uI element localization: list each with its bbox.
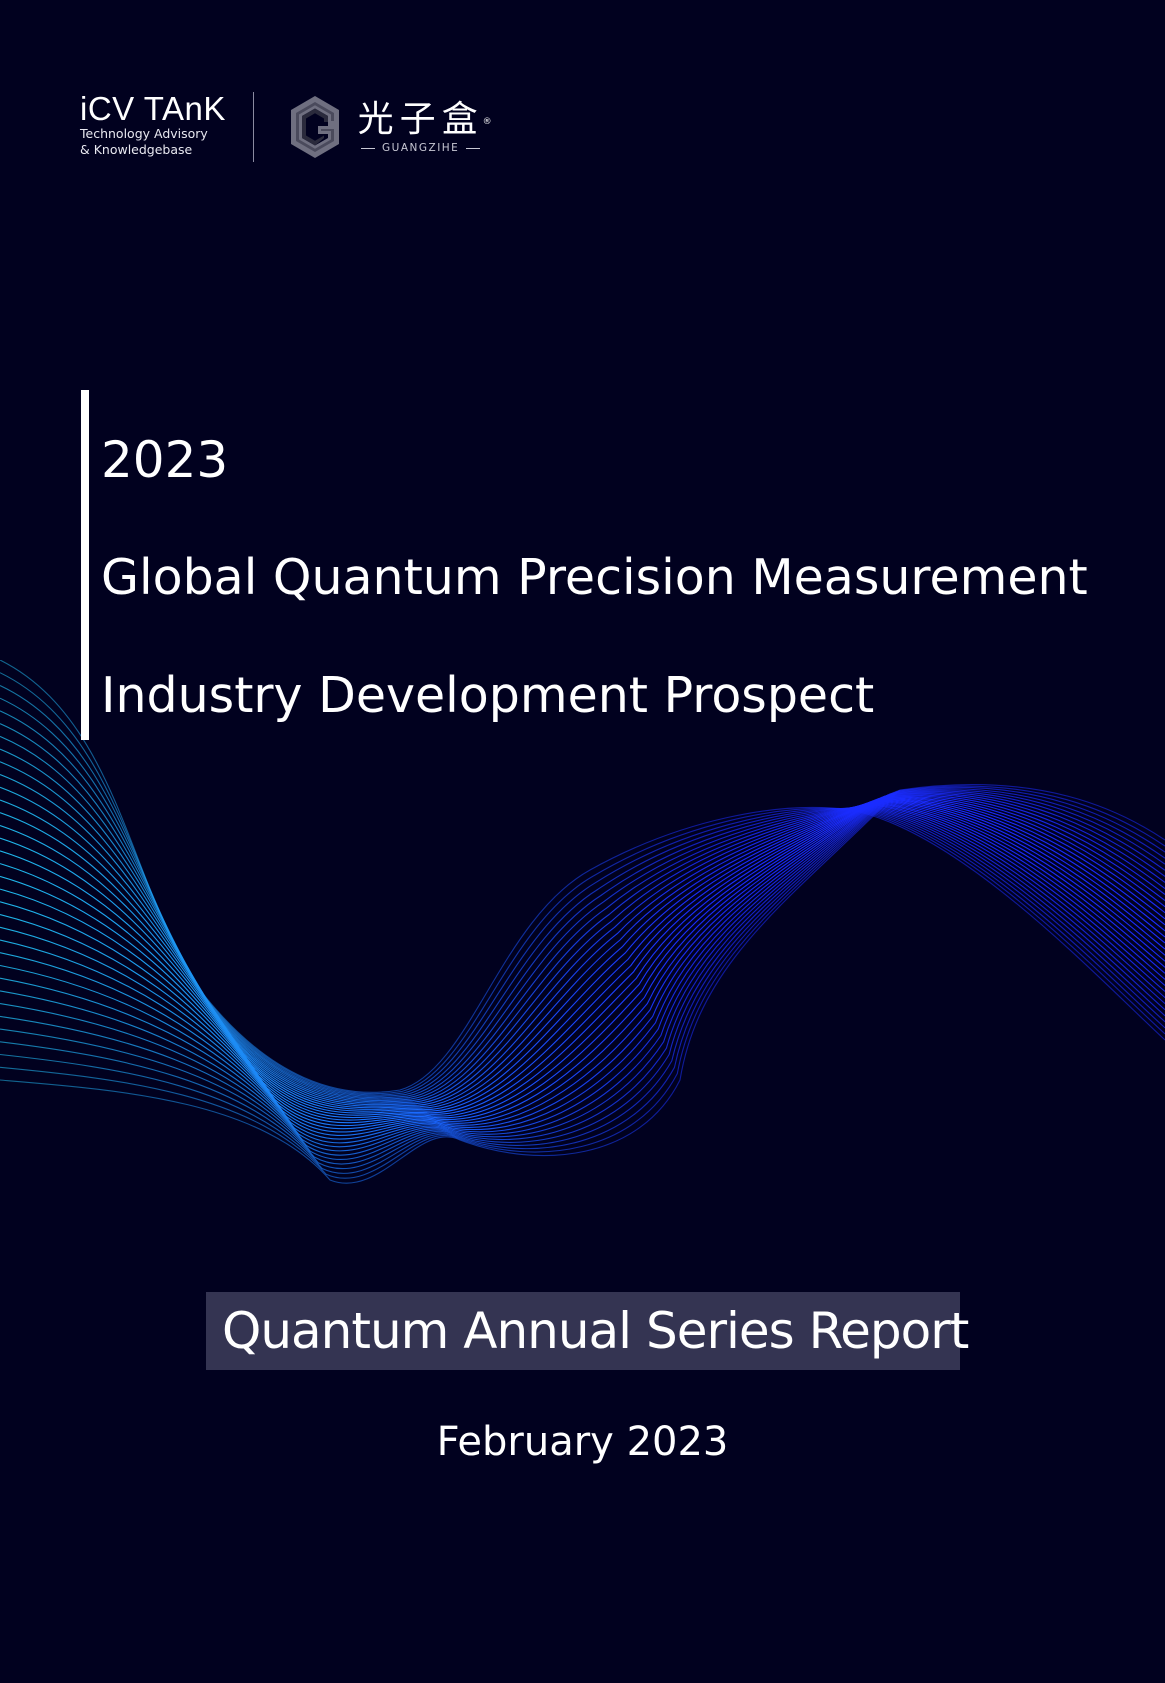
guangzihe-right-rule — [466, 147, 481, 149]
wave-line — [0, 789, 1165, 1165]
wave-line — [0, 793, 1165, 1148]
wave-line — [0, 797, 1165, 1130]
wave-line — [0, 710, 1165, 1099]
guangzihe-logo: 光子盒 ® GUANGZIHE — [288, 92, 492, 162]
wave-line — [0, 785, 1165, 1179]
wave-line — [0, 794, 1165, 1140]
hexagon-g-logo-icon — [291, 96, 339, 158]
wave-line — [0, 801, 1165, 1112]
guangzihe-chinese-text: 光子盒 — [357, 99, 484, 140]
wave-line — [0, 790, 1165, 1161]
wave-line — [0, 784, 1165, 1184]
logo-divider — [253, 92, 254, 162]
decorative-wave-graphic — [0, 660, 1165, 1184]
wave-line — [0, 788, 1165, 1170]
icv-tank-logo: iCV TAnK Technology Advisory & Knowledge… — [80, 92, 250, 158]
report-date: February 2023 — [436, 1419, 729, 1465]
guangzihe-english-row: GUANGZIHE — [354, 142, 487, 154]
wave-line — [0, 799, 1165, 1109]
icv-tank-name: iCV TAnK — [80, 90, 226, 127]
series-label: Quantum Annual Series Report — [222, 1302, 969, 1360]
report-year: 2023 — [101, 431, 229, 489]
wave-line — [0, 800, 1165, 1114]
guangzihe-chinese-name: 光子盒 ® — [357, 99, 492, 140]
wave-line — [0, 795, 1165, 1136]
wave-line — [0, 773, 1165, 1106]
wave-line — [0, 792, 1165, 1152]
wave-line — [0, 798, 1165, 1124]
guangzihe-english-name: GUANGZIHE — [382, 142, 460, 154]
wave-line — [0, 797, 1165, 1127]
wave-line — [0, 794, 1165, 1144]
title-accent-bar — [81, 390, 89, 740]
guangzihe-left-rule — [361, 147, 375, 149]
report-title-line1: Global Quantum Precision Measurement — [101, 549, 1088, 606]
wave-line — [0, 786, 1165, 1107]
wave-line — [0, 697, 1165, 1097]
wave-line — [0, 786, 1165, 1174]
wave-line — [0, 800, 1165, 1116]
logo-bar: iCV TAnK Technology Advisory & Knowledge… — [80, 92, 492, 164]
series-label-box: Quantum Annual Series Report — [206, 1292, 969, 1370]
registered-mark: ® — [482, 117, 492, 127]
wave-line — [0, 802, 1165, 1110]
wave-line — [0, 799, 1165, 1121]
icv-tank-subtitle-line2: & Knowledgebase — [80, 142, 193, 157]
icv-tank-subtitle-line1: Technology Advisory — [80, 126, 208, 141]
report-title-line2: Industry Development Prospect — [101, 667, 875, 724]
wave-line — [0, 796, 1165, 1133]
wave-line — [0, 799, 1165, 1119]
wave-line — [0, 791, 1165, 1156]
guangzihe-wordmark: 光子盒 ® GUANGZIHE — [354, 99, 492, 155]
